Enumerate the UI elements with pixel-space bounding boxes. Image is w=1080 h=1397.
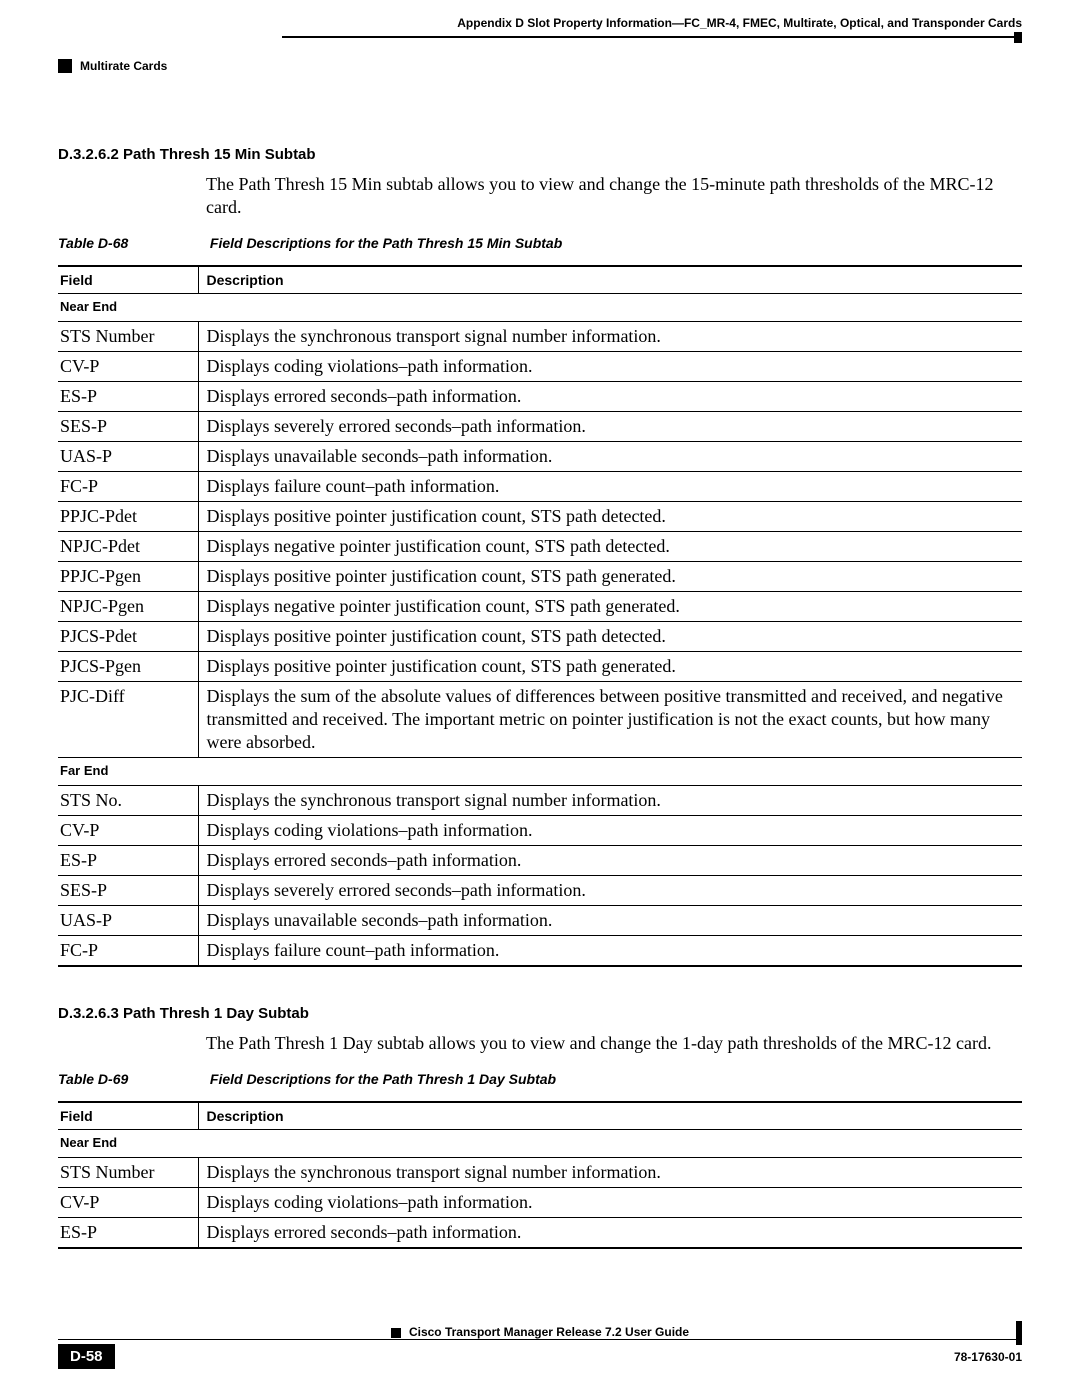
square-bullet-icon (391, 1328, 401, 1338)
table-row: PJC-DiffDisplays the sum of the absolute… (58, 682, 1022, 758)
table-row: STS No.Displays the synchronous transpor… (58, 785, 1022, 815)
table-row: FC-PDisplays failure count–path informat… (58, 471, 1022, 501)
table-row: PPJC-PdetDisplays positive pointer justi… (58, 501, 1022, 531)
appendix-line: Appendix D Slot Property Information—FC_… (282, 16, 1022, 30)
table-row: ES-PDisplays errored seconds–path inform… (58, 381, 1022, 411)
table-row: ES-PDisplays errored seconds–path inform… (58, 1217, 1022, 1248)
table-row: ES-PDisplays errored seconds–path inform… (58, 845, 1022, 875)
col-field: Field (58, 1102, 198, 1130)
table-row: UAS-PDisplays unavailable seconds–path i… (58, 441, 1022, 471)
table-title-0: Field Descriptions for the Path Thresh 1… (210, 235, 562, 251)
footer-book-title: Cisco Transport Manager Release 7.2 User… (409, 1325, 689, 1339)
table-d-68: Field Description Near End STS NumberDis… (58, 265, 1022, 967)
table-row: STS NumberDisplays the synchronous trans… (58, 1157, 1022, 1187)
page-number-box: D-58 (58, 1344, 115, 1369)
table-number-0: Table D-68 (58, 235, 206, 251)
page: Appendix D Slot Property Information—FC_… (0, 0, 1080, 1397)
col-description: Description (198, 266, 1022, 294)
col-field: Field (58, 266, 198, 294)
table-row: PJCS-PdetDisplays positive pointer justi… (58, 622, 1022, 652)
table-title-1: Field Descriptions for the Path Thresh 1… (210, 1071, 556, 1087)
table-header-row: Field Description (58, 266, 1022, 294)
table-row: STS NumberDisplays the synchronous trans… (58, 321, 1022, 351)
section-heading-0: D.3.2.6.2 Path Thresh 15 Min Subtab (58, 146, 1022, 163)
section-para-1: The Path Thresh 1 Day subtab allows you … (206, 1032, 1022, 1055)
table-caption-1: Table D-69 Field Descriptions for the Pa… (58, 1071, 1022, 1087)
table-row: FC-PDisplays failure count–path informat… (58, 935, 1022, 966)
running-head-left: Multirate Cards (58, 58, 167, 73)
square-bullet-icon (58, 59, 72, 73)
section-para-0: The Path Thresh 15 Min subtab allows you… (206, 173, 1022, 219)
doc-number: 78-17630-01 (954, 1350, 1022, 1364)
table-row: NPJC-PgenDisplays negative pointer justi… (58, 591, 1022, 621)
page-footer: Cisco Transport Manager Release 7.2 User… (58, 1343, 1022, 1369)
table-row: UAS-PDisplays unavailable seconds–path i… (58, 905, 1022, 935)
table-row: NPJC-PdetDisplays negative pointer justi… (58, 531, 1022, 561)
section-card-label: Multirate Cards (80, 59, 167, 73)
running-head-right: Appendix D Slot Property Information—FC_… (282, 36, 1022, 38)
running-head: Appendix D Slot Property Information—FC_… (58, 36, 1022, 84)
table-header-row: Field Description (58, 1102, 1022, 1130)
table-d-69: Field Description Near End STS NumberDis… (58, 1101, 1022, 1249)
table-row: PJCS-PgenDisplays positive pointer justi… (58, 652, 1022, 682)
section-heading-1: D.3.2.6.3 Path Thresh 1 Day Subtab (58, 1005, 1022, 1022)
table-row: CV-PDisplays coding violations–path info… (58, 815, 1022, 845)
col-description: Description (198, 1102, 1022, 1130)
table-row: SES-PDisplays severely errored seconds–p… (58, 411, 1022, 441)
table-row: CV-PDisplays coding violations–path info… (58, 1187, 1022, 1217)
group-header-near-end: Near End (58, 1130, 1022, 1158)
table-row: PPJC-PgenDisplays positive pointer justi… (58, 561, 1022, 591)
group-header-near-end: Near End (58, 294, 1022, 322)
table-row: CV-PDisplays coding violations–path info… (58, 351, 1022, 381)
table-caption-0: Table D-68 Field Descriptions for the Pa… (58, 235, 1022, 251)
table-number-1: Table D-69 (58, 1071, 206, 1087)
group-header-far-end: Far End (58, 758, 1022, 786)
table-row: SES-PDisplays severely errored seconds–p… (58, 875, 1022, 905)
